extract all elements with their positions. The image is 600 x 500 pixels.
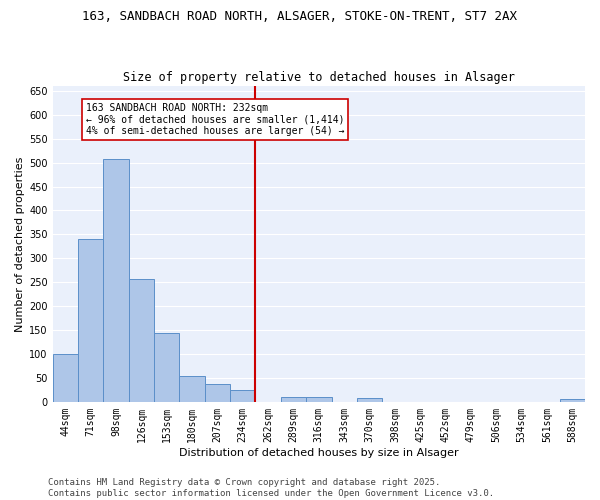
Bar xyxy=(306,397,332,402)
Bar xyxy=(103,160,129,402)
Bar xyxy=(281,397,306,402)
Bar xyxy=(205,384,230,402)
Text: 163, SANDBACH ROAD NORTH, ALSAGER, STOKE-ON-TRENT, ST7 2AX: 163, SANDBACH ROAD NORTH, ALSAGER, STOKE… xyxy=(83,10,517,23)
Bar xyxy=(154,333,179,402)
Title: Size of property relative to detached houses in Alsager: Size of property relative to detached ho… xyxy=(123,70,515,84)
Text: 163 SANDBACH ROAD NORTH: 232sqm
← 96% of detached houses are smaller (1,414)
4% : 163 SANDBACH ROAD NORTH: 232sqm ← 96% of… xyxy=(86,103,344,136)
Y-axis label: Number of detached properties: Number of detached properties xyxy=(15,156,25,332)
Bar xyxy=(357,398,382,402)
Bar xyxy=(230,390,256,402)
Bar xyxy=(53,354,78,402)
Bar xyxy=(78,239,103,402)
Bar xyxy=(560,400,585,402)
Text: Contains HM Land Registry data © Crown copyright and database right 2025.
Contai: Contains HM Land Registry data © Crown c… xyxy=(48,478,494,498)
Bar xyxy=(129,279,154,402)
Bar xyxy=(179,376,205,402)
X-axis label: Distribution of detached houses by size in Alsager: Distribution of detached houses by size … xyxy=(179,448,458,458)
